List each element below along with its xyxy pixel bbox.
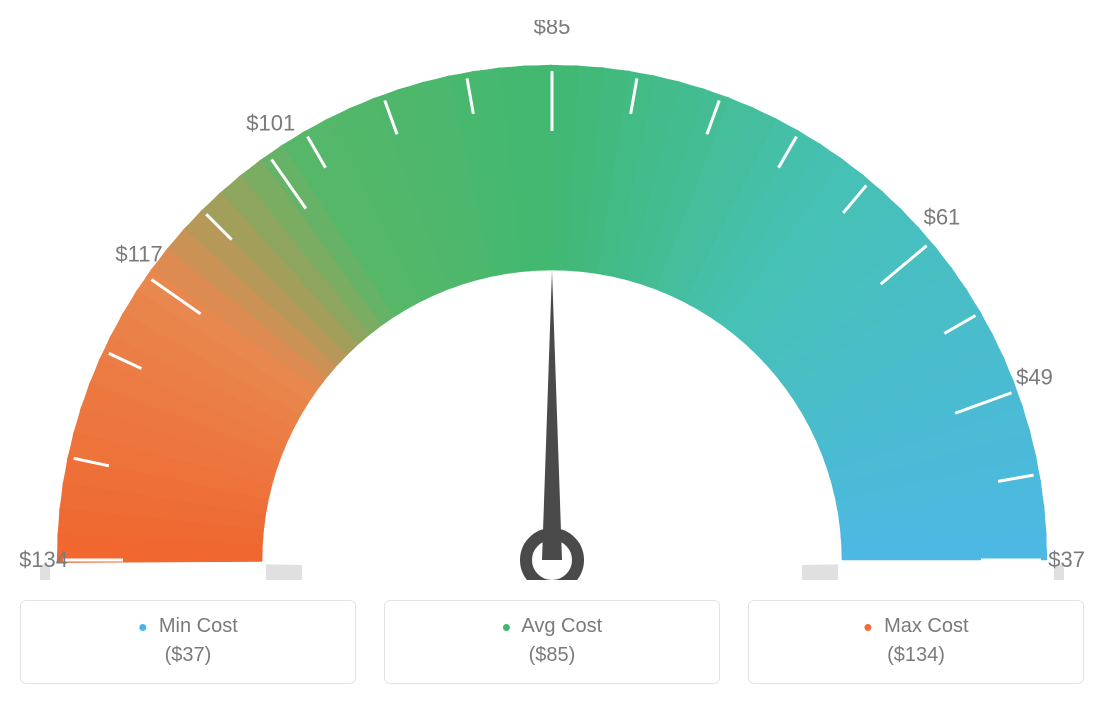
legend-label: Avg Cost [521, 615, 602, 637]
legend-title-max: • Max Cost [749, 615, 1083, 638]
svg-text:$49: $49 [1016, 365, 1053, 390]
legend-card-min: • Min Cost ($37) [20, 600, 356, 684]
bullet-icon: • [502, 612, 511, 642]
svg-text:$61: $61 [924, 204, 961, 229]
legend-title-avg: • Avg Cost [385, 615, 719, 638]
svg-text:$134: $134 [20, 547, 68, 572]
legend-value-max: ($134) [749, 644, 1083, 667]
legend-title-min: • Min Cost [21, 615, 355, 638]
legend-card-max: • Max Cost ($134) [748, 600, 1084, 684]
legend-label: Max Cost [884, 615, 968, 637]
svg-text:$85: $85 [534, 20, 571, 39]
legend-card-avg: • Avg Cost ($85) [384, 600, 720, 684]
svg-text:$101: $101 [246, 110, 295, 135]
legend-value-avg: ($85) [385, 644, 719, 667]
svg-text:$37: $37 [1048, 547, 1084, 572]
svg-text:$117: $117 [115, 241, 162, 266]
bullet-icon: • [863, 612, 872, 642]
legend-label: Min Cost [159, 615, 238, 637]
legend-value-min: ($37) [21, 644, 355, 667]
legend-row: • Min Cost ($37) • Avg Cost ($85) • Max … [20, 600, 1084, 684]
cost-gauge-chart: $37 $49 $61 $85 $101 $117 $134 [20, 20, 1084, 580]
gauge-svg: $37 $49 $61 $85 $101 $117 $134 [20, 20, 1084, 580]
bullet-icon: • [138, 612, 147, 642]
